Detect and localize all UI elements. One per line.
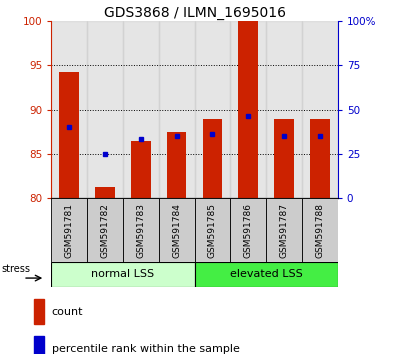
Bar — [123, 21, 159, 198]
Bar — [230, 21, 266, 198]
Bar — [95, 187, 115, 198]
FancyBboxPatch shape — [230, 198, 266, 262]
Bar — [239, 21, 258, 198]
FancyBboxPatch shape — [194, 198, 230, 262]
Bar — [34, 299, 44, 324]
Bar — [266, 21, 302, 198]
Text: GSM591783: GSM591783 — [136, 202, 145, 258]
FancyBboxPatch shape — [266, 198, 302, 262]
FancyBboxPatch shape — [51, 262, 194, 287]
FancyBboxPatch shape — [302, 198, 338, 262]
Text: normal LSS: normal LSS — [91, 269, 154, 279]
Bar — [274, 119, 294, 198]
Text: GSM591788: GSM591788 — [315, 202, 324, 258]
Text: GSM591785: GSM591785 — [208, 202, 217, 258]
Bar — [203, 119, 222, 198]
Text: GSM591786: GSM591786 — [244, 202, 253, 258]
Text: GSM591784: GSM591784 — [172, 202, 181, 258]
Text: GSM591781: GSM591781 — [65, 202, 74, 258]
Bar — [131, 141, 150, 198]
FancyBboxPatch shape — [87, 198, 123, 262]
FancyBboxPatch shape — [159, 198, 194, 262]
Text: elevated LSS: elevated LSS — [230, 269, 303, 279]
Bar — [194, 21, 230, 198]
Text: GSM591782: GSM591782 — [101, 202, 109, 258]
Bar — [59, 72, 79, 198]
Bar — [159, 21, 194, 198]
Bar — [34, 336, 44, 354]
Bar — [51, 21, 87, 198]
FancyBboxPatch shape — [194, 262, 338, 287]
Text: percentile rank within the sample: percentile rank within the sample — [52, 344, 240, 354]
Bar — [87, 21, 123, 198]
Bar — [167, 132, 186, 198]
Bar — [310, 119, 330, 198]
Bar — [302, 21, 338, 198]
Text: stress: stress — [1, 264, 30, 274]
FancyBboxPatch shape — [51, 198, 87, 262]
Title: GDS3868 / ILMN_1695016: GDS3868 / ILMN_1695016 — [103, 6, 286, 20]
Text: count: count — [52, 307, 83, 316]
Text: GSM591787: GSM591787 — [280, 202, 288, 258]
FancyBboxPatch shape — [123, 198, 159, 262]
